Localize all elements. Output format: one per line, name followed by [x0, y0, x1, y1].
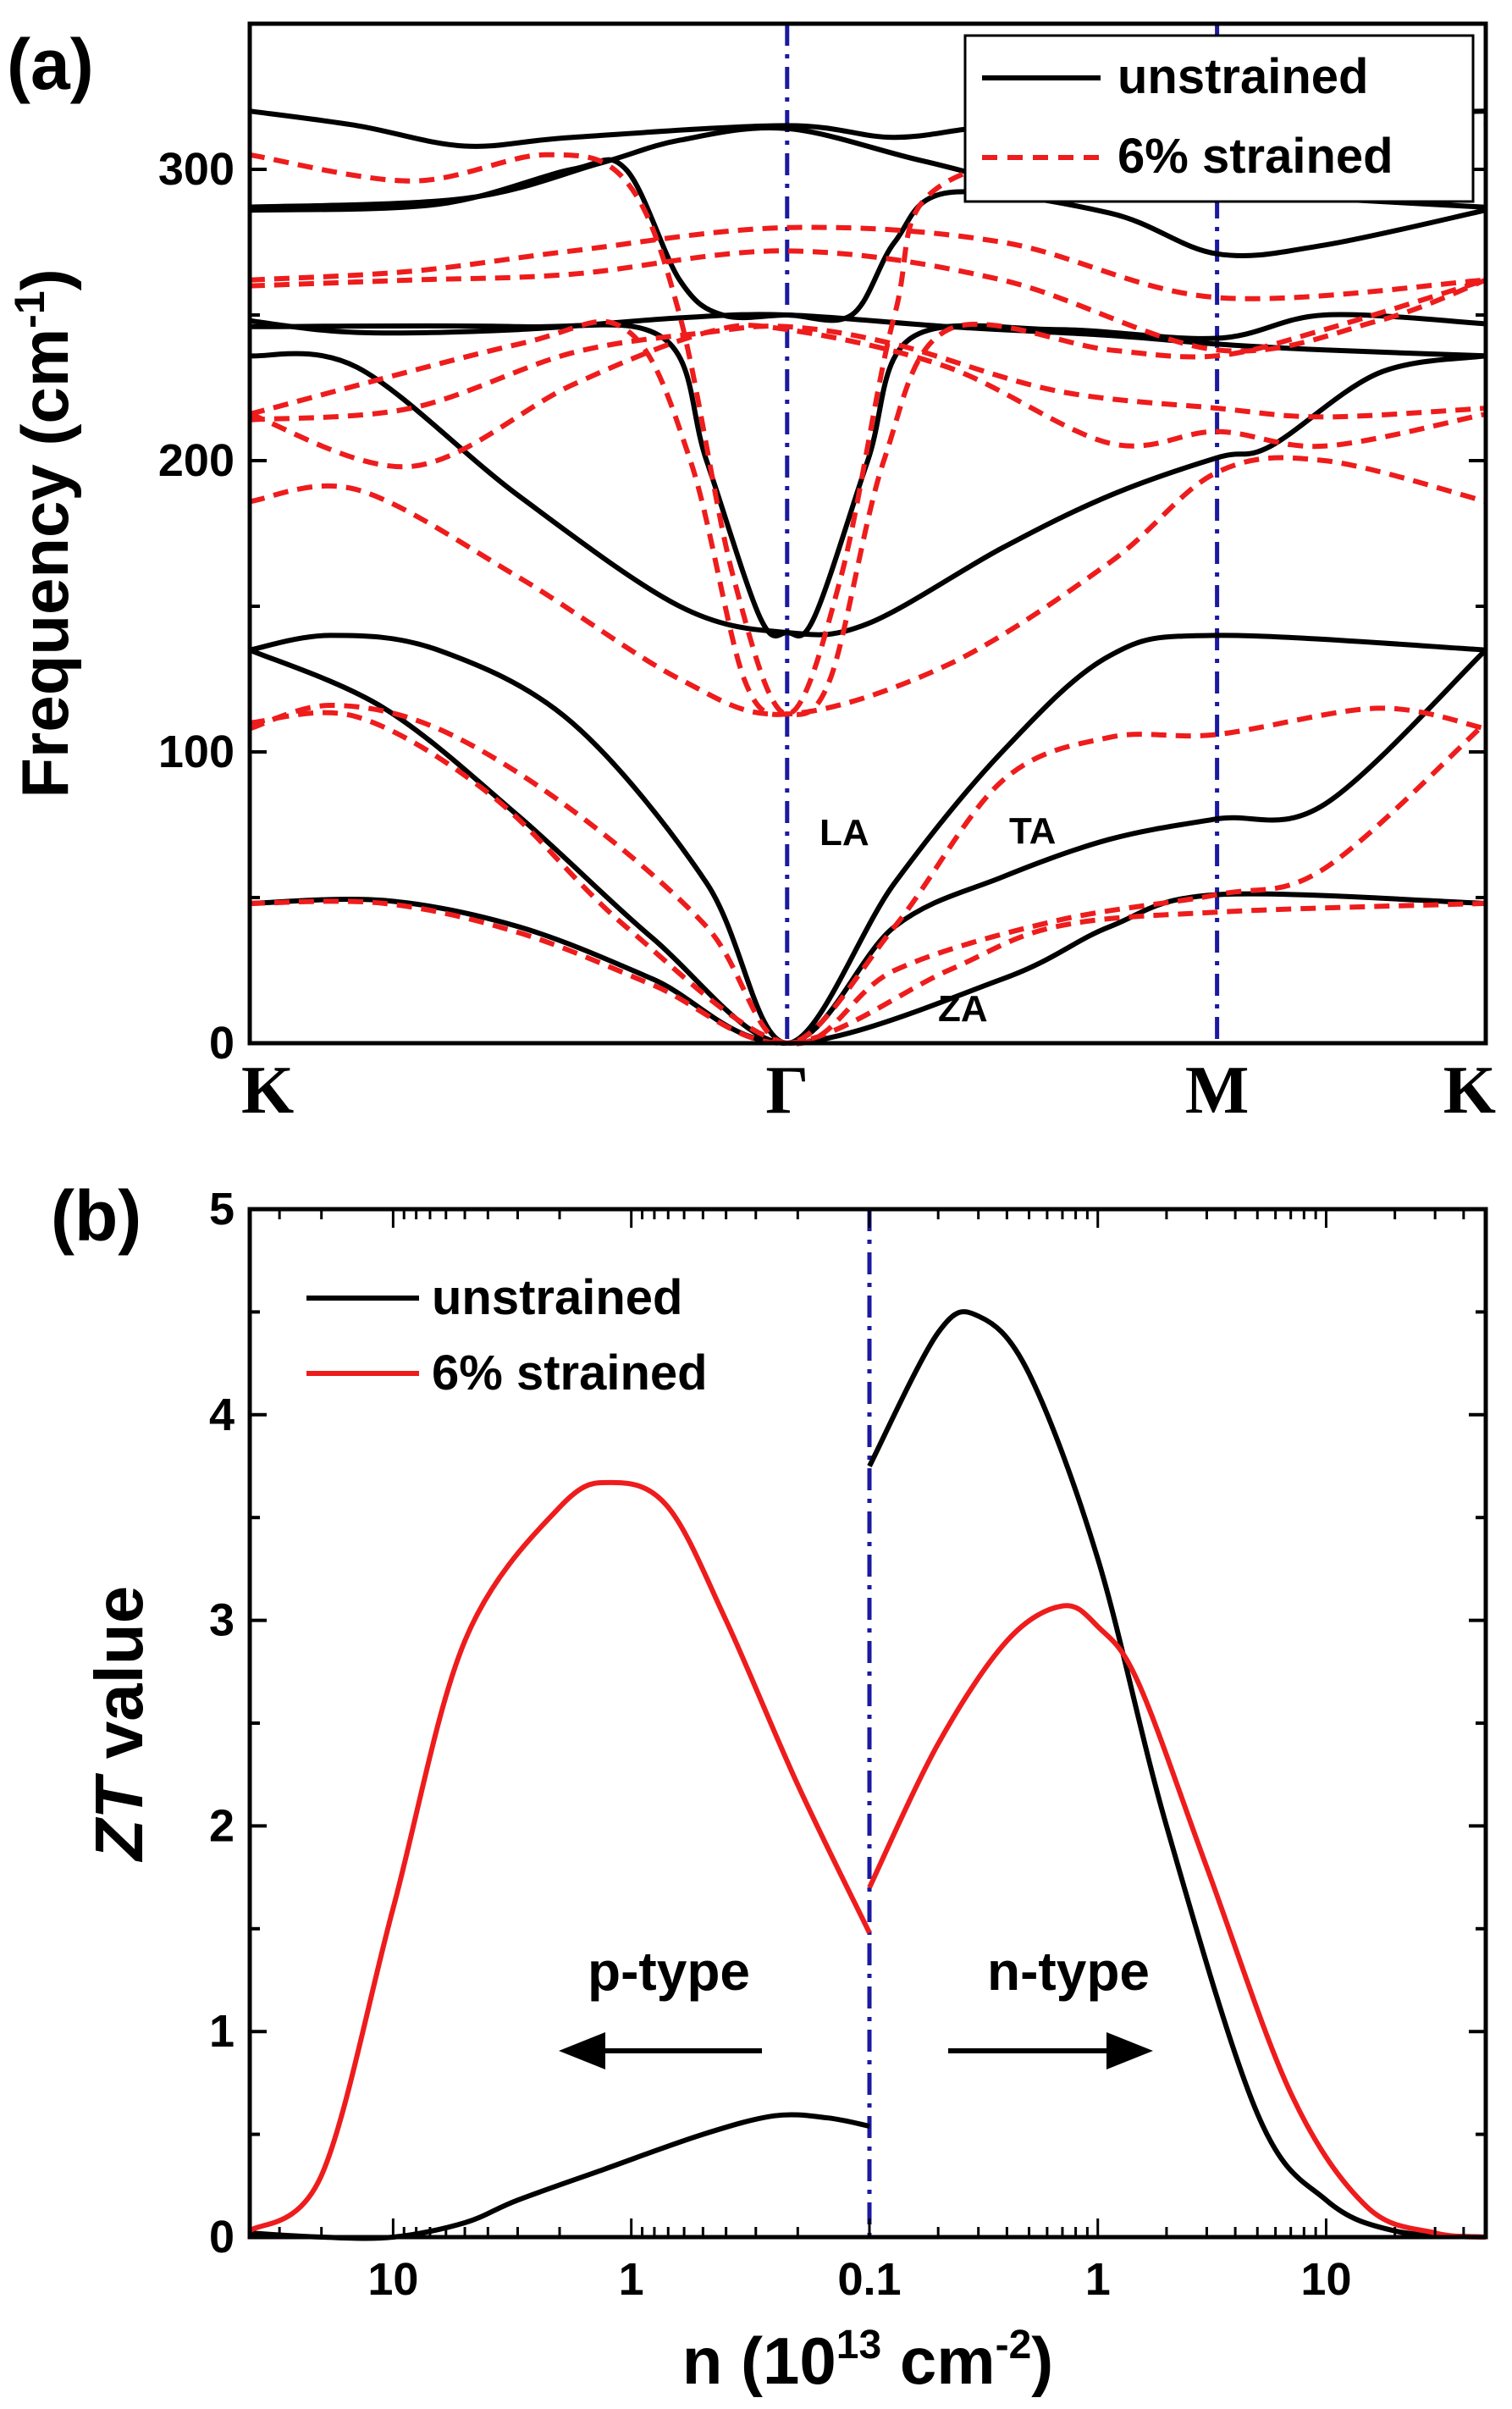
unstrained-n-type-curve [867, 1309, 1487, 2240]
x-axis-label-b: n (1013 cm-2) [682, 2323, 1054, 2398]
y-tick-label-b: 0 [209, 2212, 235, 2263]
annotation-la: LA [819, 812, 869, 854]
annotation-n-type: n-type [987, 1941, 1150, 2002]
legend-b-strained-label: 6% strained [432, 1345, 708, 1401]
annotation-ta: TA [1009, 810, 1056, 852]
plot-frame-a [247, 21, 1488, 1046]
x-symmetry-label: K [241, 1053, 294, 1128]
x-tick-label-n: 0.1 [837, 2254, 901, 2305]
y-axis-label-a-suffix: ) [8, 268, 82, 290]
y-axis-label-b: ZT value [81, 1586, 157, 1863]
x-tick-label-n: 1 [1085, 2254, 1111, 2305]
legend-a: unstrained 6% strained [963, 34, 1475, 203]
x-symmetry-label: Γ [765, 1053, 808, 1128]
unstrained-band-3 [249, 351, 1487, 638]
legend-a-box [963, 34, 1475, 203]
y-tick-label-b: 2 [209, 1800, 235, 1851]
strained-band-5 [249, 323, 1487, 423]
y-axis-label-b-rest: value [81, 1586, 157, 1778]
y-tick-label-a: 200 [158, 435, 235, 486]
y-tick-label-b: 1 [209, 2006, 235, 2057]
x-axis-label-b-end: ) [1031, 2323, 1053, 2398]
strained-band-0 [249, 898, 1487, 1047]
x-symmetry-label: M [1185, 1053, 1250, 1128]
x-tick-label-n: 10 [1300, 2254, 1351, 2305]
unstrained-band-0 [249, 891, 1487, 1046]
y-tick-label-a: 300 [158, 144, 235, 195]
y-axis-label-b-italic: ZT [81, 1772, 157, 1862]
unstrained-band-1 [248, 647, 1488, 1047]
unstrained-band-6 [249, 157, 1487, 323]
x-axis-label-b-sup2: -2 [996, 2323, 1032, 2368]
arrow-right [948, 2032, 1153, 2069]
x-axis-label-b-unit: cm [881, 2323, 995, 2398]
x-tick-label-p: 0.1 [837, 2254, 901, 2305]
strained-band-2 [249, 703, 1487, 1046]
y-axis-label-a: Frequency (cm-1) [6, 268, 82, 798]
strained-band-6 [249, 277, 1487, 717]
unstrained-band-5 [249, 312, 1487, 638]
legend-a-strained-label: 6% strained [1117, 129, 1393, 184]
phonon-dispersion-chart: 0 100 200 300 K Γ M K Frequency (cm-1) unstrain… [6, 21, 1496, 1128]
panel-b-label: (b) [51, 1176, 141, 1256]
y-axis-label-a-text: Frequency (cm [8, 329, 82, 798]
strained-band-8 [249, 224, 1487, 301]
strained-band-4 [249, 323, 1487, 470]
y-axis-label-a-sup: -1 [6, 290, 53, 328]
legend-b-unstrained-label: unstrained [432, 1270, 683, 1325]
y-tick-label-a: 100 [158, 727, 235, 777]
y-tick-label-b: 5 [209, 1184, 235, 1235]
unstrained-p-type-curve [249, 2112, 870, 2241]
y-tick-label-b: 4 [209, 1390, 235, 1440]
x-tick-label-p: 1 [619, 2254, 644, 2305]
strained-band-7 [249, 248, 1487, 354]
panel-a-label: (a) [7, 25, 94, 104]
x-axis-label-b-sup: 13 [836, 2323, 881, 2368]
strained-p-type-curve [248, 1479, 872, 2234]
legend-b: unstrained 6% strained [306, 1270, 708, 1401]
strained-n-type-curve [867, 1603, 1487, 2240]
strained-band-3 [249, 455, 1487, 717]
annotation-p-type: p-type [588, 1941, 750, 2002]
arrow-left [559, 2032, 762, 2069]
y-tick-label-a: 0 [209, 1018, 235, 1069]
y-tick-label-b: 3 [209, 1595, 235, 1646]
strained-band-1 [249, 710, 1488, 1047]
annotation-za: ZA [938, 988, 988, 1030]
legend-a-unstrained-label: unstrained [1117, 49, 1369, 104]
x-symmetry-label: K [1443, 1053, 1496, 1128]
x-axis-label-b-text: n (10 [682, 2323, 836, 2398]
x-tick-label-p: 10 [367, 2254, 418, 2305]
